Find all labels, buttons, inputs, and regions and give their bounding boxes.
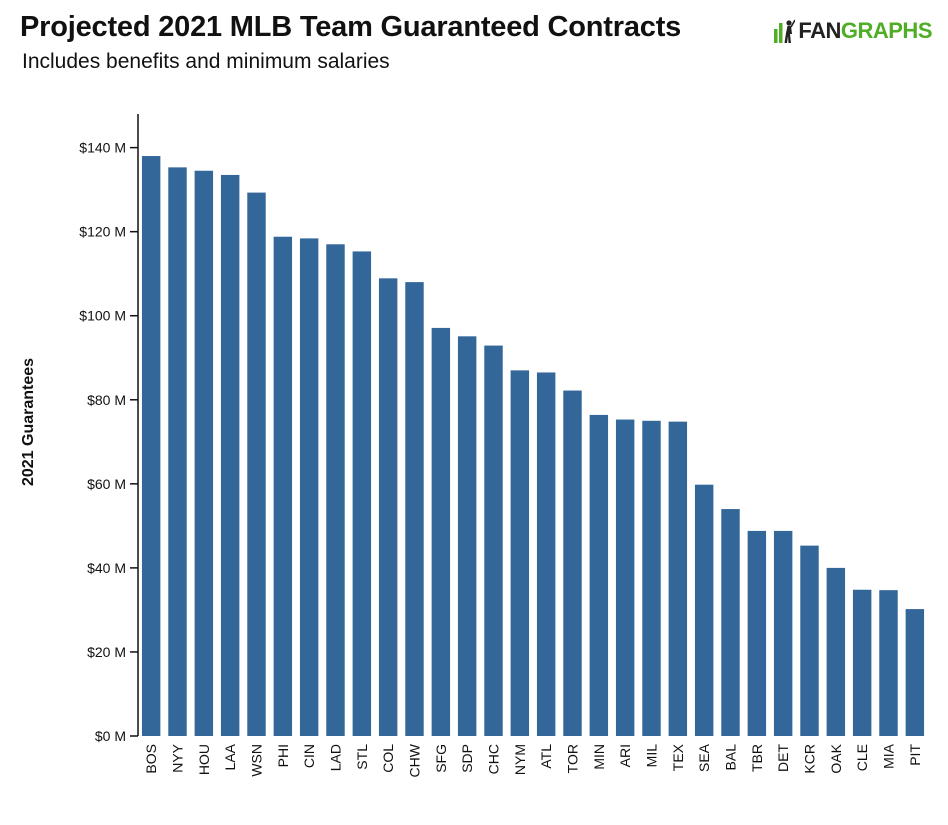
x-tick-label: TBR [749,744,765,772]
bar-min [589,414,609,736]
chart-title: Projected 2021 MLB Team Guaranteed Contr… [20,11,682,43]
bar-tex [668,421,688,736]
x-tick-label: OAK [828,743,844,773]
x-tick-label: ATL [538,744,554,769]
x-tick-label: TEX [670,743,686,771]
x-tick-label: CHC [486,744,502,774]
x-tick-label: LAD [328,744,344,771]
fangraphs-logo[interactable]: FAN GRAPHS [773,18,933,44]
x-tick-label: MIN [591,744,607,770]
bar-kcr [800,545,819,736]
x-tick-label: ARI [617,744,633,767]
bar-sfg [431,327,451,736]
x-tick-label: KCR [802,744,818,774]
x-tick-label: SEA [696,743,712,772]
bar-mia [879,590,898,736]
bar-bal [721,509,740,736]
x-tick-label: STL [354,744,370,770]
bar-bos [141,156,161,736]
bar-wsn [247,192,266,737]
y-tick-label: $0 M [95,728,126,744]
y-tick-label: $100 M [79,308,126,324]
bar-sea [694,484,714,736]
bar-hou [194,170,214,737]
x-tick-label: HOU [196,744,212,775]
x-tick-label: BOS [143,744,159,774]
bar-stl [352,251,372,736]
x-tick-label: PHI [275,744,291,767]
bar-phi [273,236,293,736]
logo-text-fan: FAN [798,18,841,43]
y-tick-label: $140 M [79,140,126,156]
chart-subtitle: Includes benefits and minimum salaries [22,50,390,73]
y-tick-label: $120 M [79,224,126,240]
bar-oak [826,567,846,736]
x-tick-label: NYM [512,744,528,775]
bar-mil [642,420,661,736]
bar-sdp [457,336,477,736]
batter-icon [774,19,796,43]
y-tick-label: $40 M [87,560,126,576]
x-tick-label: CLE [854,744,870,771]
bar-chw [405,282,424,736]
bar-laa [220,174,240,736]
bar-tbr [747,530,767,736]
bar-atl [536,372,556,736]
bar-lad [326,244,345,736]
bar-col [378,278,398,736]
bars-layer [141,156,925,737]
y-axis-label: 2021 Guarantees [20,358,37,486]
x-tick-label: SFG [433,744,449,773]
axis-layer: BOS NYY HOU LAA WSN PHI CIN LAD STL COL CHW SFG SDP C… [79,114,923,777]
x-tick-label: MIA [881,743,897,769]
x-tick-label: COL [380,744,396,773]
logo-text-graphs: GRAPHS [840,18,933,43]
bar-nyy [168,167,187,736]
x-tick-label: LAA [222,743,238,770]
x-tick-label: DET [775,744,791,772]
bar-chc [484,345,503,736]
x-tick-label: NYY [170,743,186,772]
x-tick-label: SDP [459,744,475,773]
bar-pit [905,609,925,736]
x-tick-label: TOR [565,744,581,773]
bar-tor [563,390,582,736]
x-tick-label: MIL [644,744,660,768]
y-tick-label: $20 M [87,644,126,660]
bar-ari [615,419,635,736]
y-tick-label: $60 M [87,476,126,492]
x-tick-label: PIT [907,744,923,766]
bar-det [773,530,793,736]
x-tick-label: CIN [301,744,317,768]
x-tick-label: WSN [249,744,265,777]
x-tick-label: BAL [723,744,739,771]
x-tick-label: CHW [407,743,423,777]
y-tick-label: $80 M [87,392,126,408]
bar-nym [510,370,530,736]
bar-cle [852,589,872,736]
bar-cin [299,238,319,736]
